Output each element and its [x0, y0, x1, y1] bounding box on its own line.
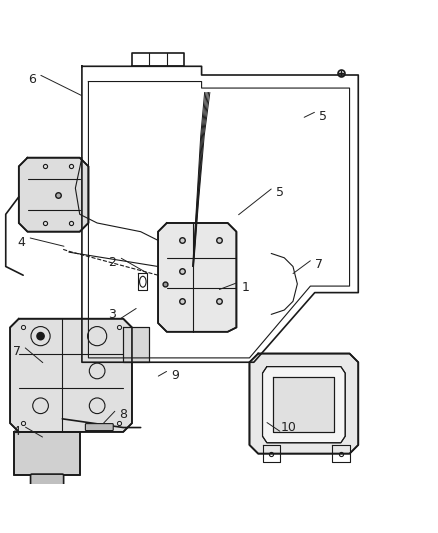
Polygon shape [262, 367, 345, 443]
Polygon shape [250, 353, 358, 454]
Text: 4: 4 [13, 424, 21, 438]
Text: 2: 2 [109, 256, 117, 269]
Polygon shape [158, 223, 237, 332]
Text: 8: 8 [119, 408, 127, 421]
Text: 4: 4 [17, 236, 25, 249]
Circle shape [36, 332, 45, 341]
Polygon shape [10, 319, 132, 432]
Polygon shape [273, 377, 334, 432]
Text: 7: 7 [13, 345, 21, 358]
Text: 6: 6 [28, 73, 36, 86]
Text: 9: 9 [172, 369, 180, 382]
Polygon shape [123, 327, 149, 362]
Text: 3: 3 [109, 308, 117, 321]
Text: 5: 5 [319, 110, 328, 123]
Text: 10: 10 [281, 421, 297, 434]
Text: 1: 1 [241, 281, 249, 294]
FancyBboxPatch shape [31, 474, 64, 486]
Polygon shape [19, 158, 88, 232]
FancyBboxPatch shape [85, 424, 113, 431]
Text: 5: 5 [276, 186, 284, 199]
Text: 7: 7 [315, 258, 323, 271]
Polygon shape [14, 432, 80, 475]
